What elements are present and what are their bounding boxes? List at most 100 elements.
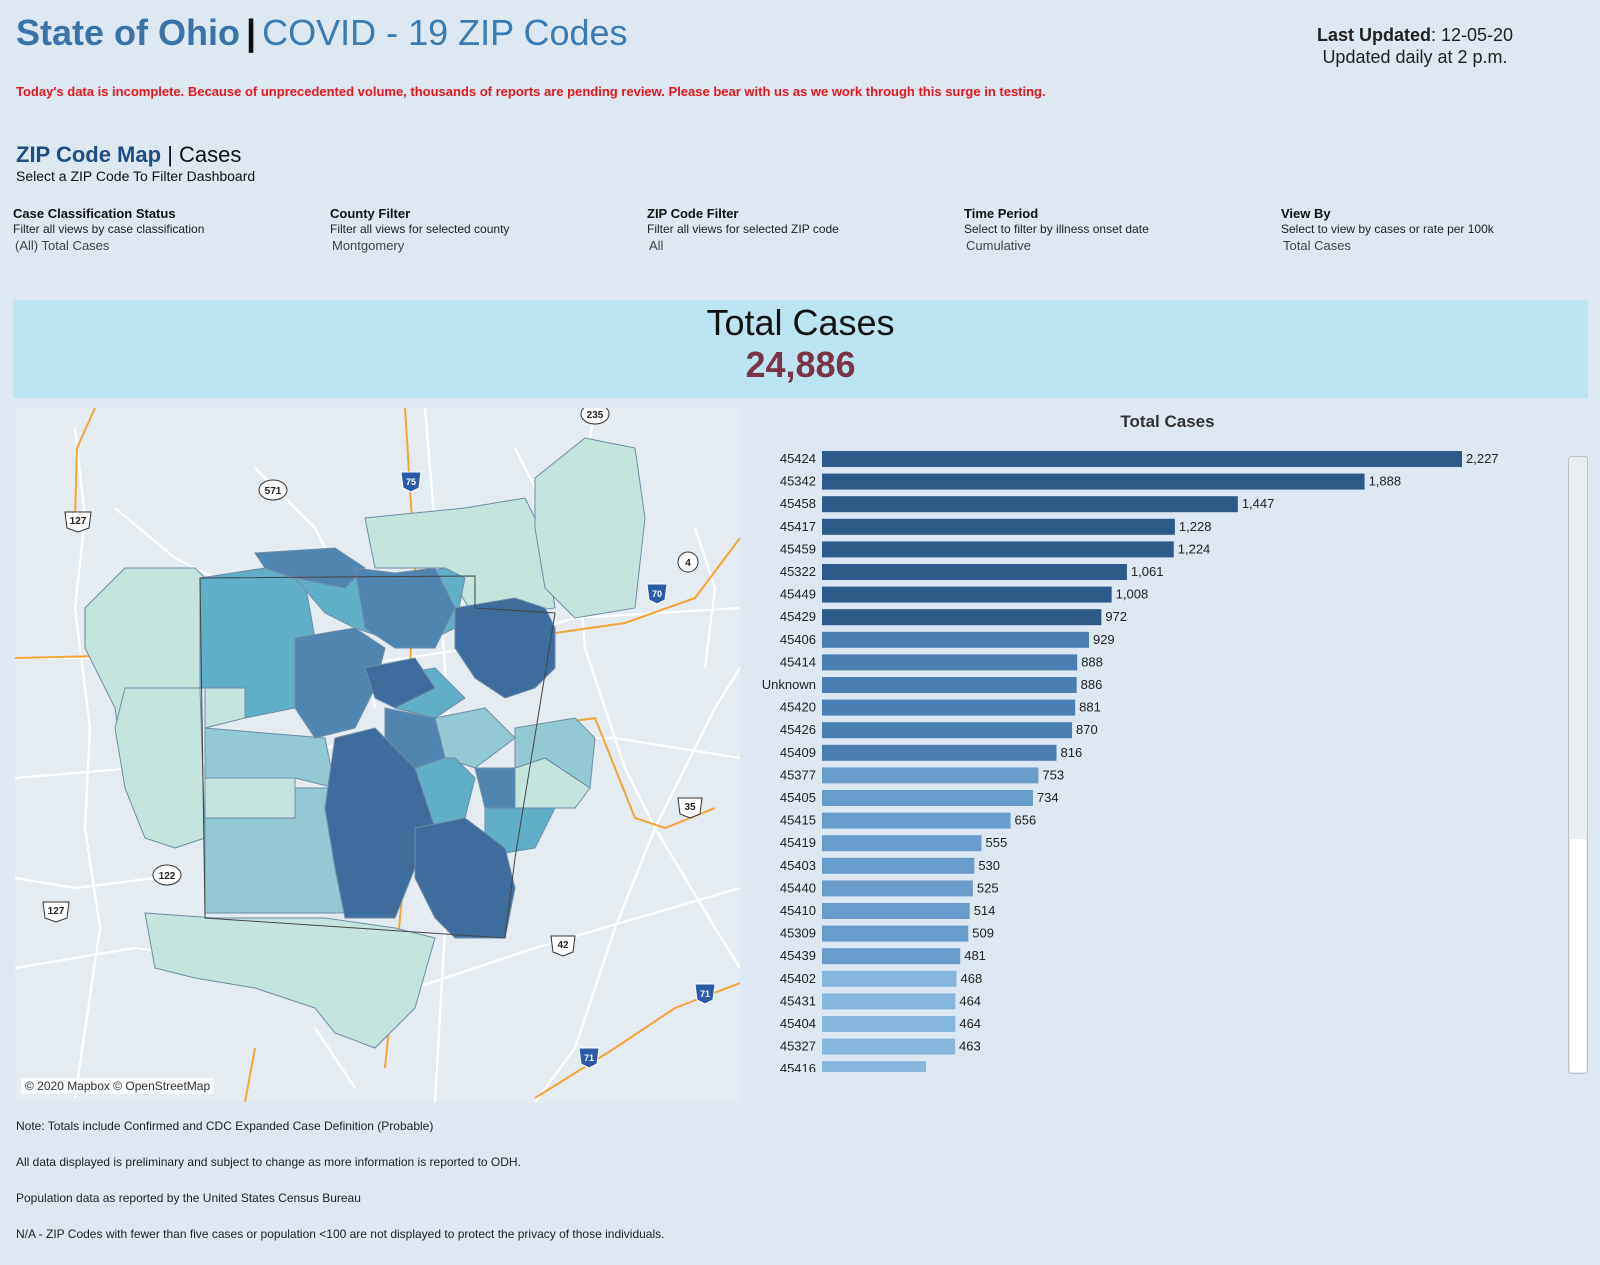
bar-value-label: 881 bbox=[1079, 700, 1101, 715]
bar-45420[interactable] bbox=[822, 699, 1076, 716]
bar-45414[interactable] bbox=[822, 654, 1078, 671]
bar-45377[interactable] bbox=[822, 767, 1039, 784]
bar-value-label: 525 bbox=[977, 880, 999, 895]
bar-chart-title: Total Cases bbox=[1120, 412, 1215, 431]
filter-heading: Case Classification Status bbox=[13, 206, 176, 221]
map-attribution: © 2020 Mapbox © OpenStreetMap bbox=[21, 1078, 215, 1094]
zip-code-select[interactable]: All bbox=[649, 238, 664, 253]
note-preliminary: All data displayed is preliminary and su… bbox=[16, 1155, 521, 1169]
section-title-map: ZIP Code Map bbox=[16, 142, 162, 167]
filter-description: Select to filter by illness onset date bbox=[964, 222, 1149, 236]
bar-45404[interactable] bbox=[822, 1016, 956, 1032]
bar-category-label-partial: 45416 bbox=[780, 1061, 816, 1072]
bar-45419[interactable] bbox=[822, 835, 982, 852]
bar-45402[interactable] bbox=[822, 970, 957, 987]
bar-category-label: 45309 bbox=[780, 926, 816, 941]
bar-45439[interactable] bbox=[822, 948, 961, 965]
filter-heading: Time Period bbox=[964, 206, 1039, 221]
bar-45406[interactable] bbox=[822, 631, 1089, 648]
bar-45429[interactable] bbox=[822, 609, 1102, 626]
bar-45424[interactable] bbox=[822, 451, 1462, 467]
bar-category-label: 45419 bbox=[780, 835, 816, 850]
bar-value-label: 555 bbox=[985, 835, 1007, 850]
bar-Unknown[interactable] bbox=[822, 677, 1077, 693]
update-schedule: Updated daily at 2 p.m. bbox=[1322, 47, 1508, 67]
bar-45327[interactable] bbox=[822, 1038, 956, 1055]
bar-45417[interactable] bbox=[822, 518, 1175, 535]
last-updated-label: Last Updated bbox=[1316, 25, 1431, 45]
bar-45458[interactable] bbox=[822, 496, 1238, 513]
section-title: ZIP Code Map | Cases bbox=[16, 142, 241, 168]
title-state: State of Ohio bbox=[16, 12, 240, 53]
note-population: Population data as reported by the Unite… bbox=[16, 1191, 361, 1205]
title-separator: | bbox=[246, 12, 257, 53]
county-select[interactable]: Montgomery bbox=[332, 238, 405, 253]
bar-value-label: 481 bbox=[964, 948, 986, 963]
last-updated-value: : 12-05-20 bbox=[1430, 25, 1514, 45]
bar-value-label: 1,228 bbox=[1179, 519, 1212, 534]
interstate-shield-icon: 75 bbox=[400, 471, 422, 493]
svg-text:75: 75 bbox=[406, 477, 416, 487]
bar-45309[interactable] bbox=[822, 925, 969, 942]
bar-category-label: 45426 bbox=[780, 722, 816, 737]
case-classification-select[interactable]: (All) Total Cases bbox=[15, 238, 110, 253]
filter-case-classification: Case Classification Status Filter all vi… bbox=[13, 206, 313, 253]
us-route-shield-icon: 127 bbox=[64, 511, 92, 533]
bar-45431[interactable] bbox=[822, 993, 956, 1010]
chart-scrollbar-thumb[interactable] bbox=[1570, 839, 1586, 1072]
view-by-select[interactable]: Total Cases bbox=[1283, 238, 1351, 253]
bar-chart-canvas: 45424 2,227 45342 1,888 45458 1,447 45417 1,228… bbox=[762, 451, 1499, 1072]
bar-45426[interactable] bbox=[822, 722, 1073, 739]
total-cases-label: Total Cases bbox=[706, 302, 895, 343]
svg-text:71: 71 bbox=[584, 1053, 594, 1063]
road-shields: 235 571 75 127 4 70 35 42 122 71 127 71 bbox=[42, 408, 716, 1069]
bar-45440[interactable] bbox=[822, 880, 973, 897]
bar-45415[interactable] bbox=[822, 812, 1011, 829]
bar-value-label: 464 bbox=[959, 1016, 981, 1031]
bar-category-label: 45420 bbox=[780, 700, 816, 715]
bar-value-label: 530 bbox=[978, 858, 1000, 873]
map-canvas[interactable]: 235 571 75 127 4 70 35 42 122 71 127 71 bbox=[15, 408, 740, 1102]
route-shield-icon: 122 bbox=[152, 864, 182, 886]
filter-description: Filter all views by case classification bbox=[13, 222, 205, 236]
bar-value-label: 656 bbox=[1015, 813, 1037, 828]
us-route-shield-icon: 35 bbox=[677, 797, 703, 819]
bar-45449[interactable] bbox=[822, 586, 1112, 603]
bar-45410[interactable] bbox=[822, 903, 970, 919]
dashboard-title: State of Ohio | COVID - 19 ZIP Codes bbox=[16, 12, 628, 54]
bar-category-label: 45417 bbox=[780, 519, 816, 534]
footnotes: Note: Totals include Confirmed and CDC E… bbox=[16, 1120, 664, 1264]
bar-45403[interactable] bbox=[822, 857, 975, 874]
bar-45459[interactable] bbox=[822, 541, 1174, 558]
bar-value-label: 509 bbox=[972, 926, 994, 941]
bar-value-label: 816 bbox=[1061, 745, 1083, 760]
bar-value-label: 929 bbox=[1093, 632, 1115, 647]
section-title-cases: Cases bbox=[179, 142, 242, 167]
filter-time-period: Time Period Select to filter by illness … bbox=[964, 206, 1264, 253]
data-warning: Today's data is incomplete. Because of u… bbox=[16, 84, 1046, 99]
note-privacy: N/A - ZIP Codes with fewer than five cas… bbox=[16, 1227, 665, 1241]
bar-category-label: 45409 bbox=[780, 745, 816, 760]
bar-value-label: 1,888 bbox=[1369, 474, 1402, 489]
bar-category-label: 45424 bbox=[780, 451, 816, 466]
route-shield-icon: 235 bbox=[580, 408, 610, 425]
svg-text:70: 70 bbox=[652, 589, 662, 599]
bar-45405[interactable] bbox=[822, 790, 1033, 806]
bar-category-label: 45431 bbox=[780, 993, 816, 1008]
zip-code-map[interactable]: 235 571 75 127 4 70 35 42 122 71 127 71 … bbox=[15, 408, 740, 1102]
bar-45342[interactable] bbox=[822, 473, 1365, 490]
chart-scrollbar[interactable] bbox=[1568, 456, 1588, 1074]
bar-category-label: 45429 bbox=[780, 609, 816, 624]
bar-category-label: 45403 bbox=[780, 858, 816, 873]
bar-category-label: Unknown bbox=[762, 677, 816, 692]
bar-45322[interactable] bbox=[822, 564, 1127, 580]
bar-partial[interactable] bbox=[822, 1061, 926, 1072]
zip-polygons[interactable] bbox=[84, 437, 646, 1049]
time-period-select[interactable]: Cumulative bbox=[966, 238, 1032, 253]
section-title-sep: | bbox=[167, 142, 173, 167]
svg-text:127: 127 bbox=[70, 516, 87, 527]
filter-view-by: View By Select to view by cases or rate … bbox=[1281, 206, 1581, 253]
bar-45409[interactable] bbox=[822, 744, 1057, 761]
total-cases-banner: Total Cases 24,886 bbox=[13, 300, 1588, 398]
note-totals: Note: Totals include Confirmed and CDC E… bbox=[16, 1119, 434, 1133]
